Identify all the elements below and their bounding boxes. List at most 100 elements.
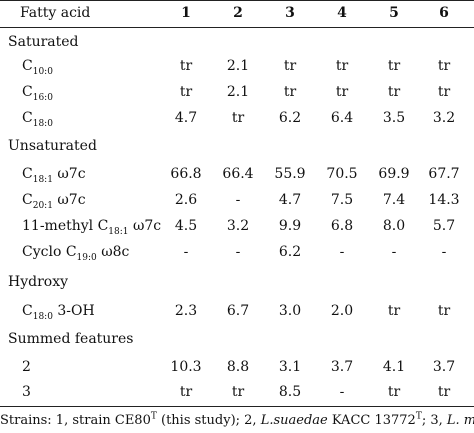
table-cell: 3.5	[382, 110, 406, 126]
table-cell: 4.7	[174, 110, 198, 126]
header-col-2: 2	[233, 5, 243, 21]
header-col-3: 3	[285, 5, 295, 21]
header-row: Fatty acid 1 2 3 4 5 6	[0, 0, 474, 26]
table-cell: 4.5	[174, 218, 198, 234]
table-cell: 14.3	[428, 192, 460, 208]
table-cell: tr	[387, 84, 401, 100]
table-cell: tr	[387, 58, 401, 74]
table-cell: 2.1	[226, 58, 250, 74]
table-cell: 7.4	[382, 192, 406, 208]
table-cell: 6.8	[330, 218, 354, 234]
table-cell: -	[235, 244, 241, 260]
table-cell: -	[391, 244, 397, 260]
table-cell: 8.5	[278, 384, 302, 400]
table-footnote: Strains: 1, strain CE80T (this study); 2…	[0, 411, 474, 428]
table-cell: tr	[387, 384, 401, 400]
row-label: 2	[22, 359, 31, 375]
header-col-5: 5	[389, 5, 399, 21]
table-cell: tr	[437, 303, 451, 319]
table-row: C20:1 ω7c 2.6 - 4.7 7.5 7.4 14.3	[0, 187, 474, 213]
table-cell: 66.4	[222, 166, 254, 182]
table-cell: -	[339, 384, 345, 400]
table-cell: tr	[335, 84, 349, 100]
row-label: C16:0	[22, 84, 53, 103]
table-row: C10:0 tr 2.1 tr tr tr tr	[0, 53, 474, 79]
table-cell: 3.7	[432, 359, 456, 375]
table-cell: 6.2	[278, 244, 302, 260]
header-label: Fatty acid	[20, 5, 91, 21]
table-cell: 3.7	[330, 359, 354, 375]
table-cell: 6.2	[278, 110, 302, 126]
table-cell: 7.5	[330, 192, 354, 208]
bottom-rule	[0, 406, 474, 407]
table-cell: 6.7	[226, 303, 250, 319]
section-row: Summed features	[0, 326, 474, 352]
row-label: 3	[22, 384, 31, 400]
table-row: 2 10.3 8.8 3.1 3.7 4.1 3.7	[0, 354, 474, 380]
table-cell: tr	[283, 58, 297, 74]
table-cell: tr	[437, 384, 451, 400]
section-label: Saturated	[8, 34, 79, 50]
row-label: 11-methyl C18:1 ω7c	[22, 218, 162, 237]
table-row: Cyclo C19:0 ω8c - - 6.2 - - -	[0, 239, 474, 265]
table-cell: 9.9	[278, 218, 302, 234]
table-cell: tr	[437, 58, 451, 74]
table-row: C18:0 3-OH 2.3 6.7 3.0 2.0 tr tr	[0, 298, 474, 324]
table-cell: 3.2	[432, 110, 456, 126]
row-label: C20:1 ω7c	[22, 192, 86, 211]
table-row: C18:1 ω7c 66.8 66.4 55.9 70.5 69.9 67.7	[0, 161, 474, 187]
section-label: Hydroxy	[8, 274, 69, 290]
section-label: Unsaturated	[8, 138, 97, 154]
table-row: 3 tr tr 8.5 - tr tr	[0, 379, 474, 405]
section-row: Unsaturated	[0, 133, 474, 159]
table-cell: 6.4	[330, 110, 354, 126]
row-label: C10:0	[22, 58, 53, 77]
table-cell: tr	[387, 303, 401, 319]
header-rule	[0, 27, 474, 28]
table-cell: tr	[179, 58, 193, 74]
table-cell: 2.3	[174, 303, 198, 319]
table-row: C16:0 tr 2.1 tr tr tr tr	[0, 79, 474, 105]
section-row: Hydroxy	[0, 269, 474, 295]
table-cell: 67.7	[428, 166, 460, 182]
table-cell: -	[339, 244, 345, 260]
table-cell: 4.1	[382, 359, 406, 375]
table-row: 11-methyl C18:1 ω7c 4.5 3.2 9.9 6.8 8.0 …	[0, 213, 474, 239]
table-cell: 2.0	[330, 303, 354, 319]
table-cell: 3.1	[278, 359, 302, 375]
top-rule	[0, 0, 474, 1]
table-cell: tr	[283, 84, 297, 100]
table-cell: 2.6	[174, 192, 198, 208]
table-cell: 8.0	[382, 218, 406, 234]
table-cell: tr	[179, 84, 193, 100]
table-cell: tr	[179, 384, 193, 400]
table-cell: 5.7	[432, 218, 456, 234]
row-label: C18:0	[22, 110, 53, 129]
table-row: C18:0 4.7 tr 6.2 6.4 3.5 3.2	[0, 105, 474, 131]
table-cell: 3.0	[278, 303, 302, 319]
table-cell: -	[441, 244, 447, 260]
table-cell: 3.2	[226, 218, 250, 234]
header-col-1: 1	[181, 5, 191, 21]
table-cell: 2.1	[226, 84, 250, 100]
table-cell: -	[183, 244, 189, 260]
table-cell: tr	[437, 84, 451, 100]
table-cell: 4.7	[278, 192, 302, 208]
row-label: C18:1 ω7c	[22, 166, 86, 185]
table-cell: tr	[335, 58, 349, 74]
section-row: Saturated	[0, 29, 474, 55]
table-cell: 70.5	[326, 166, 358, 182]
header-col-4: 4	[337, 5, 347, 21]
header-col-6: 6	[439, 5, 449, 21]
row-label: C18:0 3-OH	[22, 303, 95, 322]
table-cell: -	[235, 192, 241, 208]
section-label: Summed features	[8, 331, 134, 347]
table-cell: 69.9	[378, 166, 410, 182]
row-label: Cyclo C19:0 ω8c	[22, 244, 130, 263]
table-cell: tr	[231, 110, 245, 126]
table-cell: 8.8	[226, 359, 250, 375]
table-cell: 66.8	[170, 166, 202, 182]
table-cell: 55.9	[274, 166, 306, 182]
table-cell: tr	[231, 384, 245, 400]
